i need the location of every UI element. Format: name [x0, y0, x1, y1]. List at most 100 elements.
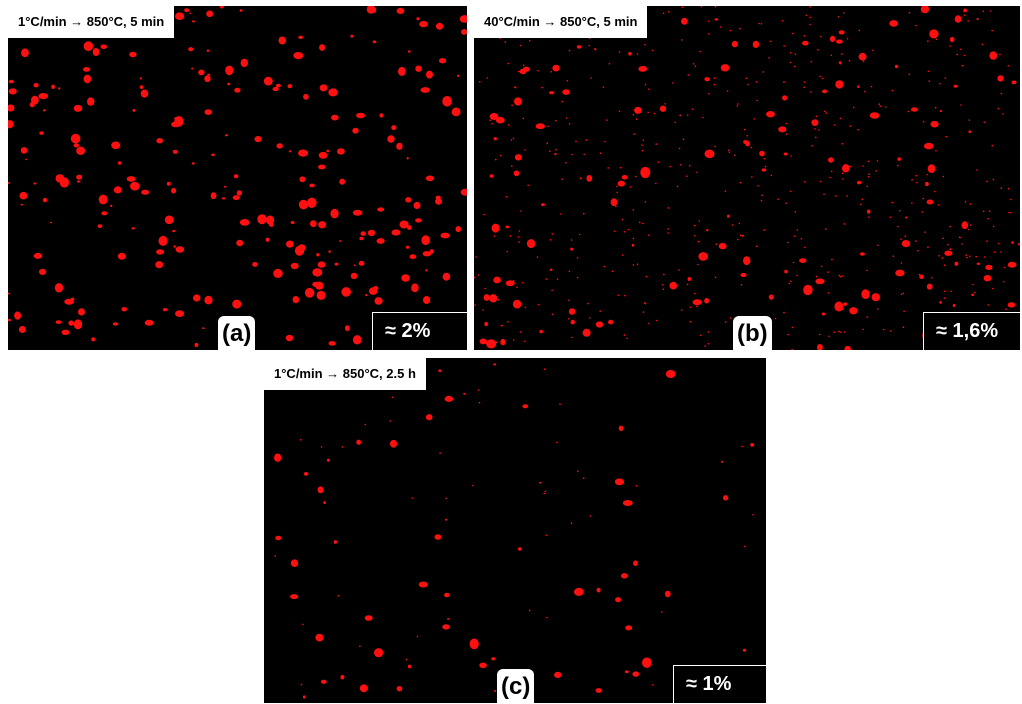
particle	[442, 624, 450, 630]
particle	[622, 254, 624, 256]
particle	[867, 209, 871, 214]
particle	[858, 29, 861, 32]
particle	[751, 176, 753, 178]
particle	[849, 125, 852, 127]
particle	[627, 228, 630, 231]
particle	[976, 262, 981, 265]
particle	[1008, 211, 1010, 214]
particle	[276, 143, 283, 149]
particle	[298, 199, 309, 210]
particle	[239, 219, 250, 226]
particle	[953, 84, 958, 88]
particle	[1007, 261, 1017, 268]
particle	[619, 166, 622, 169]
particle	[489, 294, 498, 303]
particle	[285, 334, 294, 342]
particle	[191, 162, 195, 165]
particle	[891, 89, 894, 92]
particle	[720, 64, 730, 72]
particle	[391, 229, 401, 236]
particle	[514, 86, 517, 89]
particle	[868, 216, 870, 218]
particle	[942, 175, 945, 178]
particle	[895, 269, 905, 277]
particle	[840, 331, 842, 334]
particle	[100, 44, 108, 49]
particle	[648, 88, 650, 90]
particle	[171, 187, 177, 194]
particle	[589, 317, 591, 319]
particle	[842, 164, 850, 173]
particle	[904, 235, 906, 237]
particle	[829, 35, 836, 42]
particle	[792, 261, 795, 264]
particle	[483, 294, 490, 301]
particle	[634, 106, 642, 114]
particle	[512, 280, 515, 282]
particle	[551, 289, 553, 292]
particle	[390, 439, 398, 448]
particle	[745, 77, 747, 80]
particle	[475, 256, 477, 258]
particle	[915, 240, 917, 242]
particle	[784, 269, 788, 274]
particle	[753, 118, 755, 120]
particle	[175, 310, 185, 317]
particle	[257, 214, 267, 225]
particle	[696, 171, 698, 174]
particle	[839, 275, 842, 278]
particle	[374, 297, 383, 305]
particle	[626, 337, 628, 340]
particle	[73, 104, 83, 112]
particle	[328, 250, 331, 253]
particle	[943, 264, 946, 267]
particle	[76, 180, 81, 183]
particle	[770, 174, 773, 177]
particle	[857, 85, 860, 88]
particle	[618, 425, 624, 431]
particle	[556, 441, 558, 444]
particle	[588, 44, 591, 47]
particle	[686, 114, 689, 116]
particle	[585, 139, 588, 141]
particle	[761, 194, 763, 197]
particle	[224, 134, 229, 137]
particle	[714, 145, 716, 148]
particle	[232, 299, 242, 309]
particle	[8, 79, 14, 84]
particle	[98, 194, 108, 205]
particle	[928, 80, 930, 82]
particle	[316, 290, 326, 300]
particle	[173, 245, 176, 248]
particle	[633, 133, 635, 135]
particle	[837, 16, 840, 18]
particle	[233, 174, 239, 179]
micrograph: 1°C/min → 850°C, 5 min (a) ≈ 2%	[8, 6, 467, 350]
particle	[987, 304, 989, 306]
particle	[983, 275, 992, 282]
particle	[206, 10, 214, 18]
particle	[8, 292, 11, 295]
particle	[679, 114, 682, 117]
particle	[497, 298, 500, 301]
particle	[925, 181, 929, 187]
particle	[804, 246, 806, 249]
particle	[356, 112, 366, 119]
particle	[992, 178, 995, 181]
particle	[681, 39, 683, 41]
particle	[809, 23, 811, 26]
particle	[966, 256, 968, 259]
particle	[70, 297, 75, 301]
particle	[981, 43, 984, 46]
particle	[945, 135, 948, 138]
particle	[755, 81, 758, 83]
particle	[425, 175, 435, 182]
particle	[800, 238, 802, 240]
particle	[739, 181, 742, 184]
particle	[461, 29, 467, 35]
particle	[121, 307, 128, 312]
particle	[224, 185, 227, 188]
particle	[791, 326, 794, 329]
particle	[524, 149, 526, 151]
particle	[272, 86, 279, 92]
